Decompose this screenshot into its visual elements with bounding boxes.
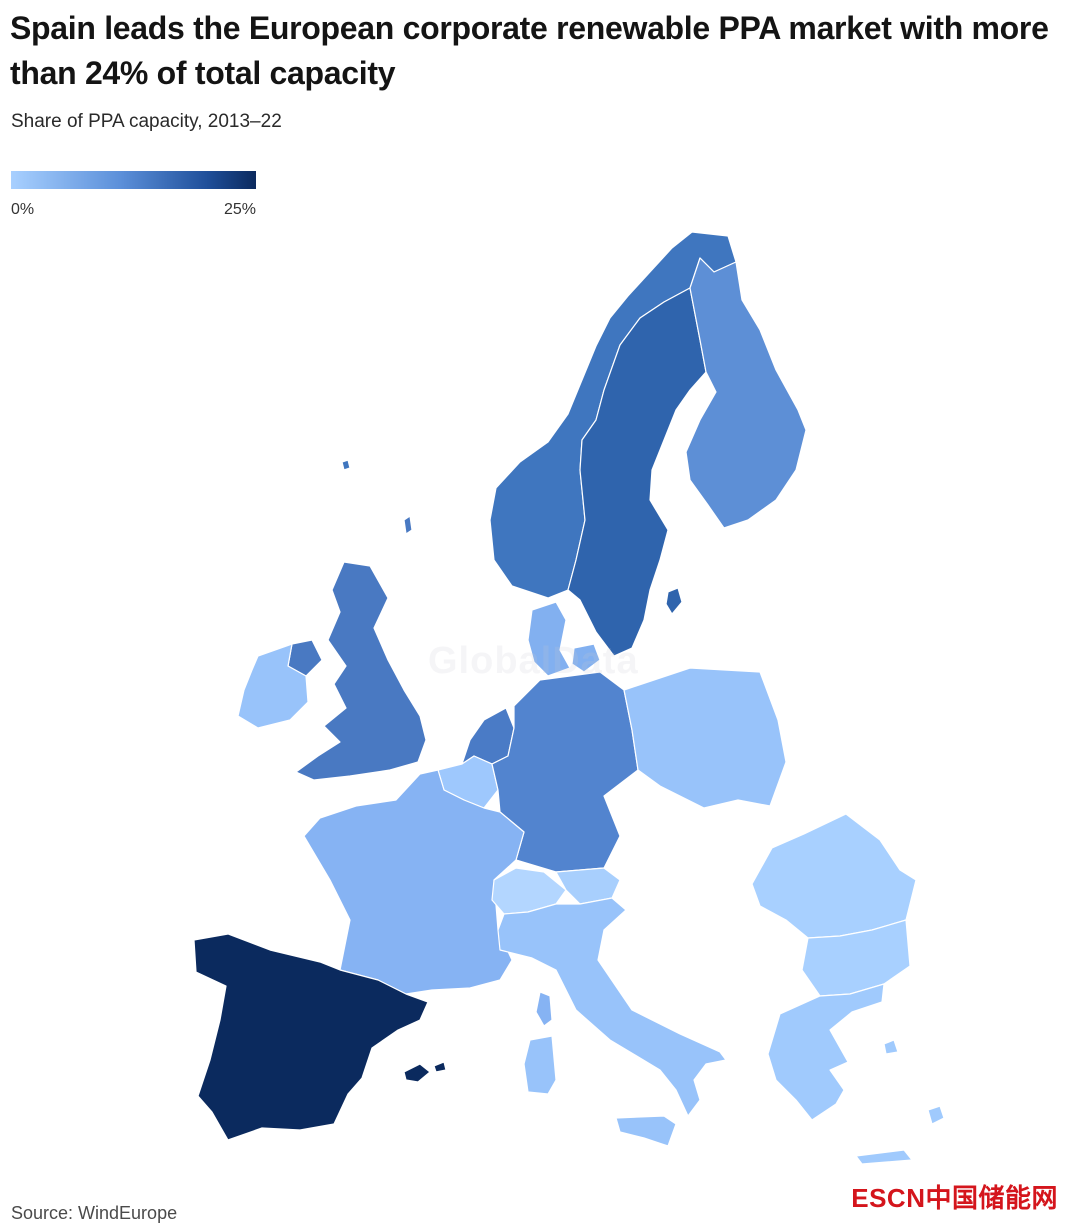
island-aegean-2[interactable] xyxy=(927,1105,945,1125)
source-note: Source: WindEurope xyxy=(11,1203,178,1223)
country-united-kingdom[interactable] xyxy=(295,561,427,781)
country-romania[interactable] xyxy=(751,813,917,939)
country-france[interactable] xyxy=(303,769,525,995)
legend-gradient-bar xyxy=(11,171,256,189)
country-bulgaria[interactable] xyxy=(801,919,911,997)
island-mallorca[interactable] xyxy=(403,1063,431,1083)
color-legend: 0% 25% xyxy=(11,171,256,223)
country-spain[interactable] xyxy=(193,933,429,1141)
country-finland[interactable] xyxy=(685,257,807,529)
country-greece[interactable] xyxy=(767,983,885,1121)
legend-max-label: 25% xyxy=(223,201,256,218)
chart-subtitle: Share of PPA capacity, 2013–22 xyxy=(11,111,282,132)
chart-title: Spain leads the European corporate renew… xyxy=(10,10,1049,91)
island-gotland[interactable] xyxy=(665,587,683,615)
island-corsica[interactable] xyxy=(535,991,553,1027)
island-sardinia[interactable] xyxy=(523,1035,557,1095)
island-faroe[interactable] xyxy=(341,459,351,471)
island-shetland[interactable] xyxy=(403,515,413,535)
island-menorca[interactable] xyxy=(433,1061,447,1073)
country-netherlands[interactable] xyxy=(461,707,515,765)
watermark: GlobalData xyxy=(428,640,639,682)
island-crete[interactable] xyxy=(855,1149,913,1165)
island-zealand[interactable] xyxy=(571,643,601,673)
country-poland[interactable] xyxy=(623,667,787,809)
country-sweden[interactable] xyxy=(567,287,707,657)
country-italy[interactable] xyxy=(497,897,727,1117)
island-sicily[interactable] xyxy=(615,1115,677,1147)
brand-logo: ESCN中国储能网 xyxy=(851,1183,1058,1213)
country-denmark[interactable] xyxy=(527,601,571,677)
country-ireland[interactable] xyxy=(237,643,309,729)
island-aegean-1[interactable] xyxy=(883,1039,899,1055)
europe-choropleth-map xyxy=(193,231,945,1165)
legend-labels: 0% 25% xyxy=(11,201,256,223)
legend-min-label: 0% xyxy=(11,201,35,218)
